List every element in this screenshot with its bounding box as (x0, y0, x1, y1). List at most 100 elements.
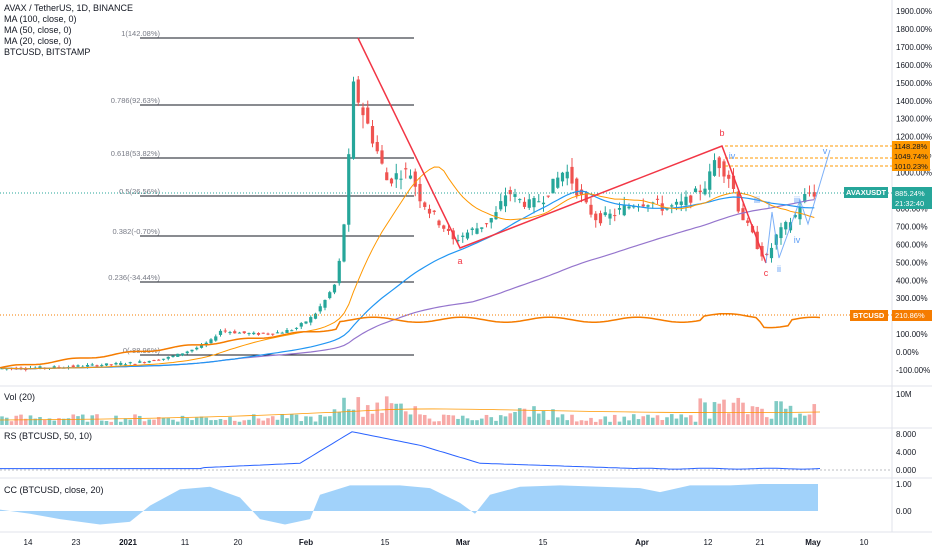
volume-bar (118, 421, 123, 425)
candle-body (632, 206, 636, 208)
candle-body (613, 215, 617, 217)
candle-body (24, 368, 28, 370)
avax-symbol-tag-text: AVAXUSDT (846, 188, 887, 197)
candle-body (689, 195, 693, 203)
volume-bar (57, 418, 61, 425)
candle-body (214, 336, 218, 341)
volume-bar (593, 421, 598, 425)
ma50-legend[interactable]: MA (50, close, 0) (4, 25, 72, 35)
volume-bar (541, 410, 546, 425)
time-tick-label: 2021 (119, 538, 137, 547)
price-tick-label: 400.00% (896, 276, 928, 285)
volume-bar (693, 421, 698, 425)
candle-body (380, 150, 384, 164)
price-tick-label: 1200.00% (896, 133, 932, 142)
volume-bar (574, 421, 579, 425)
volume-bar (470, 420, 475, 425)
volume-bar (237, 421, 242, 425)
volume-bar (199, 416, 204, 425)
candle-body (513, 194, 517, 197)
volume-bar (90, 415, 95, 425)
ma100-legend[interactable]: MA (100, close, 0) (4, 14, 77, 24)
candle-body (228, 332, 232, 334)
candle-body (399, 178, 403, 180)
candle-body (242, 331, 246, 334)
candle-body (670, 205, 674, 207)
fib-level-label: 0.236(-34.44%) (108, 273, 160, 282)
candle-body (218, 330, 223, 335)
time-tick-label: 10 (860, 538, 869, 547)
rs-axis-label: 4.000 (896, 448, 917, 457)
volume-bar (95, 414, 99, 425)
time-tick-label: 23 (72, 538, 81, 547)
btc-compare-legend[interactable]: BTCUSD, BITSTAMP (4, 47, 91, 57)
rs-line (0, 431, 821, 470)
volume-bar (755, 406, 760, 425)
volume-bar (294, 414, 299, 425)
candle-body (622, 205, 626, 216)
time-tick-label: 14 (24, 538, 33, 547)
candle-body (294, 327, 299, 329)
candle-body (532, 198, 536, 208)
volume-bar (104, 421, 109, 425)
wave-label-abc: a (457, 256, 462, 266)
volume-bar (204, 417, 209, 425)
cc-pane-label[interactable]: CC (BTCUSD, close, 20) (4, 485, 104, 495)
candle-body (180, 353, 185, 356)
candle-body (703, 188, 707, 195)
volume-bar (114, 415, 118, 425)
rs-axis-label: 8.000 (896, 430, 917, 439)
target-price-tag (892, 141, 930, 151)
volume-bar (190, 420, 194, 425)
target-price-tag-text: 1049.74% (894, 152, 928, 161)
candle-body (385, 172, 389, 181)
candle-body (0, 368, 4, 370)
candle-body (275, 332, 280, 334)
candle-body (541, 202, 546, 205)
fib-level-label: 0.618(53.82%) (111, 149, 161, 158)
candle-body (404, 168, 408, 170)
volume-bar (23, 418, 28, 425)
candle-body (565, 171, 569, 179)
volume-bar (669, 414, 674, 425)
volume-bar (793, 417, 798, 425)
volume-pane-label[interactable]: Vol (20) (4, 392, 36, 402)
time-tick-label: May (805, 538, 821, 547)
volume-bar (636, 419, 641, 425)
avax-price-tag (892, 187, 932, 209)
candle-body (779, 227, 783, 239)
volume-bar (570, 414, 574, 425)
ma20-legend[interactable]: MA (20, close, 0) (4, 36, 72, 46)
volume-bar (133, 414, 137, 425)
volume-bar (280, 414, 285, 425)
candle-body (252, 332, 256, 335)
candle-body (546, 195, 550, 197)
volume-bar (194, 417, 199, 425)
volume-bar (161, 417, 166, 425)
volume-bar (4, 417, 9, 425)
candle-body (722, 161, 726, 177)
rs-pane-label[interactable]: RS (BTCUSD, 50, 10) (4, 431, 93, 441)
wave-impulse-path (765, 149, 831, 264)
candle-body (185, 351, 189, 354)
price-tick-label: -100.00% (896, 366, 930, 375)
volume-bar (798, 413, 802, 425)
candle-body (237, 332, 242, 334)
candle-body (52, 366, 56, 369)
candle-body (655, 198, 660, 200)
candle-body (394, 173, 398, 180)
candle-body (247, 333, 251, 335)
volume-bar (251, 414, 256, 425)
volume-bar (152, 419, 156, 425)
symbol-legend[interactable]: AVAX / TetherUS, 1D, BINANCE (4, 3, 134, 13)
target-price-tag-text: 1148.28% (894, 142, 928, 151)
candle-body (370, 126, 375, 144)
volume-bar (109, 421, 114, 425)
candle-body (351, 81, 356, 159)
candle-body (693, 188, 698, 193)
candle-body (90, 364, 94, 366)
wave-label-prior: iv (729, 151, 736, 161)
volume-bar (479, 418, 484, 425)
candle-body (589, 204, 593, 215)
